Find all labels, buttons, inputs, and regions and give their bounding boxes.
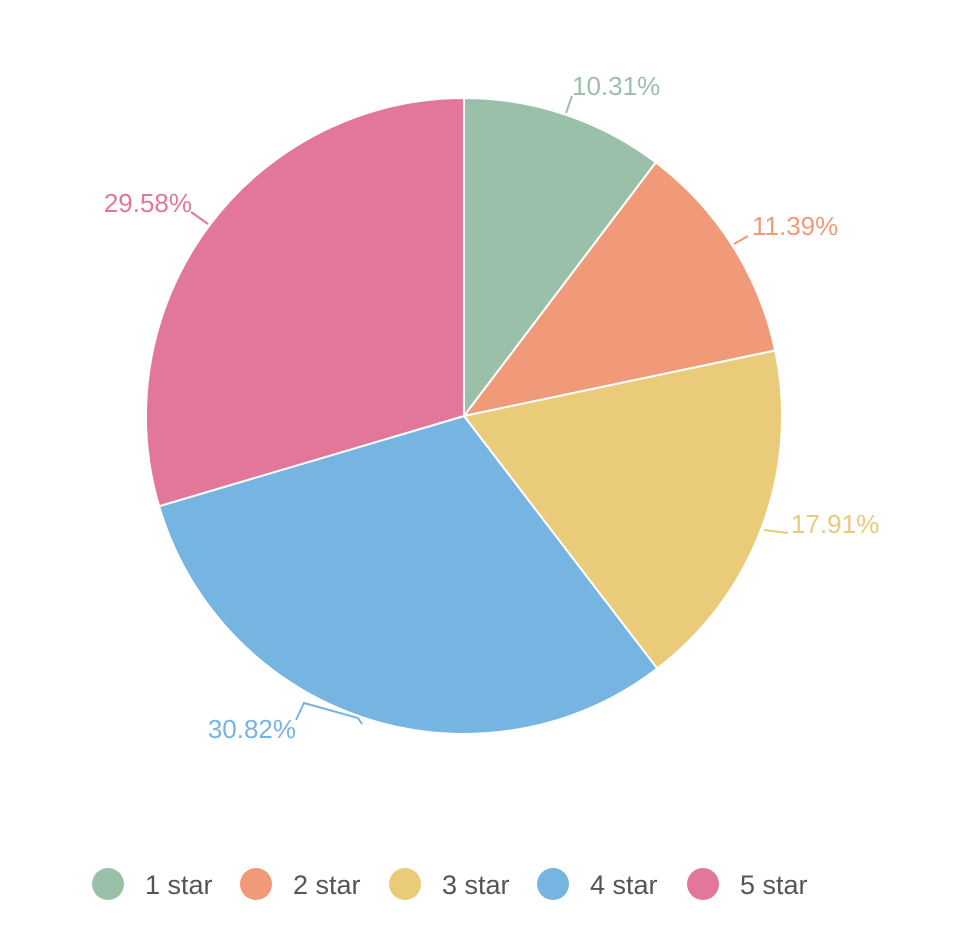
leader-line	[190, 211, 209, 225]
pie-slice-2-star	[461, 161, 777, 418]
pie-slices	[145, 96, 783, 735]
legend-item[interactable]: 3 star	[389, 868, 510, 900]
leader-line	[565, 95, 573, 114]
slice-label: 17.91%	[791, 509, 879, 539]
legend-item[interactable]: 2 star	[240, 868, 361, 900]
legend-label: 2 star	[293, 870, 361, 900]
leader-line	[733, 235, 749, 245]
slice-label: 11.39%	[752, 211, 838, 241]
slice-label: 30.82%	[208, 714, 296, 744]
pie-slice-5-star	[145, 96, 465, 508]
pie-slice-4-star	[157, 414, 659, 735]
legend-item[interactable]: 4 star	[537, 868, 658, 900]
slice-label: 10.31%	[572, 71, 660, 101]
legend-marker	[240, 868, 272, 900]
legend-marker	[537, 868, 569, 900]
leader-line	[295, 701, 363, 725]
legend: 1 star 2 star 3 star 4 star 5 star	[92, 868, 808, 900]
legend-marker	[389, 868, 421, 900]
legend-label: 3 star	[442, 870, 510, 900]
legend-item[interactable]: 1 star	[92, 868, 213, 900]
legend-label: 5 star	[740, 870, 808, 900]
legend-label: 4 star	[590, 870, 658, 900]
pie-slice-3-star	[462, 349, 783, 670]
slice-labels: 10.31% 11.39% 17.91% 30.82% 29.58%	[104, 71, 879, 744]
legend-item[interactable]: 5 star	[687, 868, 808, 900]
leader-line	[763, 529, 789, 534]
pie-slice-1-star	[463, 96, 658, 419]
legend-label: 1 star	[145, 870, 213, 900]
legend-marker	[92, 868, 124, 900]
slice-label: 29.58%	[104, 188, 192, 218]
legend-marker	[687, 868, 719, 900]
leader-lines	[190, 95, 789, 725]
